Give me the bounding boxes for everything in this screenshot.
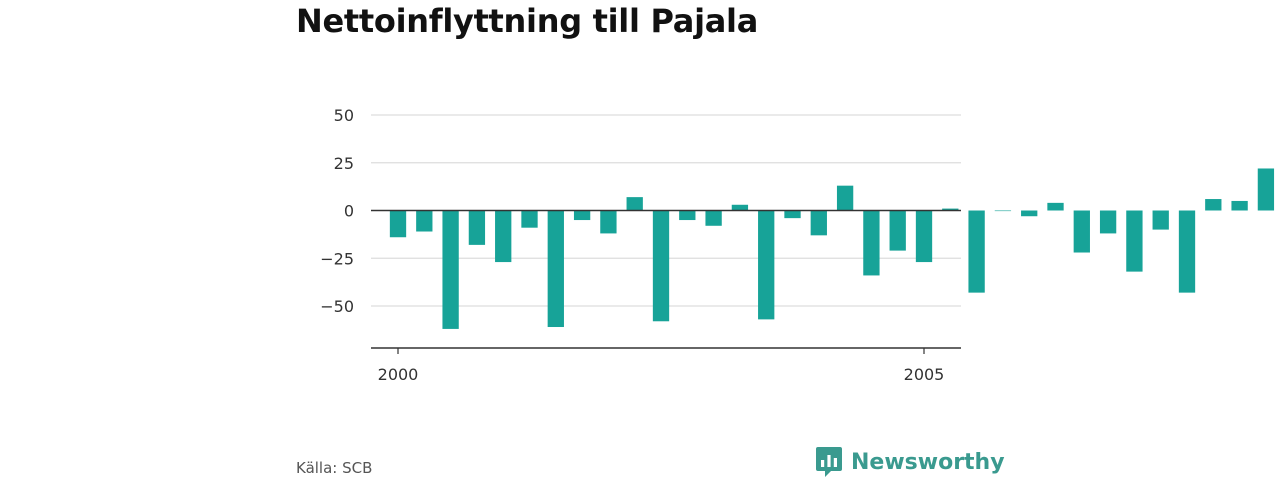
bar <box>416 210 433 232</box>
x-tick-label: 2005 <box>904 365 945 384</box>
bar <box>389 210 407 238</box>
bar <box>1231 200 1248 211</box>
y-tick-label: 50 <box>334 106 354 125</box>
brand-name: Newsworthy <box>851 449 1005 475</box>
y-tick-label: −25 <box>320 249 354 268</box>
bar <box>652 210 670 322</box>
bar <box>1205 199 1222 211</box>
bar <box>784 210 801 219</box>
bar <box>626 197 643 211</box>
bar <box>442 210 459 329</box>
chart-title: Nettoinflyttning till Pajala <box>296 2 758 40</box>
bar <box>1178 210 1196 293</box>
bar <box>915 210 933 263</box>
bar <box>1047 202 1064 211</box>
bar <box>994 210 1012 212</box>
source-label: Källa: SCB <box>296 459 373 477</box>
bars <box>389 168 1275 329</box>
bar <box>1126 210 1143 272</box>
bar <box>942 208 959 211</box>
bar <box>1257 168 1275 211</box>
bar <box>1073 210 1090 253</box>
newsworthy-logo[interactable]: Newsworthy <box>815 446 1005 478</box>
bar <box>1152 210 1169 230</box>
bar <box>521 210 538 228</box>
bar <box>705 210 722 226</box>
bar <box>810 210 827 236</box>
bar <box>758 210 775 320</box>
bar <box>468 210 486 245</box>
bar <box>731 204 749 211</box>
newsworthy-logo-icon <box>816 447 842 477</box>
bar <box>968 210 985 293</box>
x-tick-label: 2000 <box>378 365 419 384</box>
bar <box>547 210 564 328</box>
bar <box>600 210 617 234</box>
bar <box>1099 210 1117 234</box>
y-tick-label: 0 <box>344 202 354 221</box>
bar <box>495 210 512 263</box>
bar <box>836 185 854 211</box>
bar <box>679 210 696 221</box>
y-tick-label: −50 <box>320 297 354 316</box>
bar <box>1021 210 1038 217</box>
bar <box>889 210 906 251</box>
bar <box>573 210 591 221</box>
y-tick-label: 25 <box>334 154 354 173</box>
bar <box>863 210 880 276</box>
